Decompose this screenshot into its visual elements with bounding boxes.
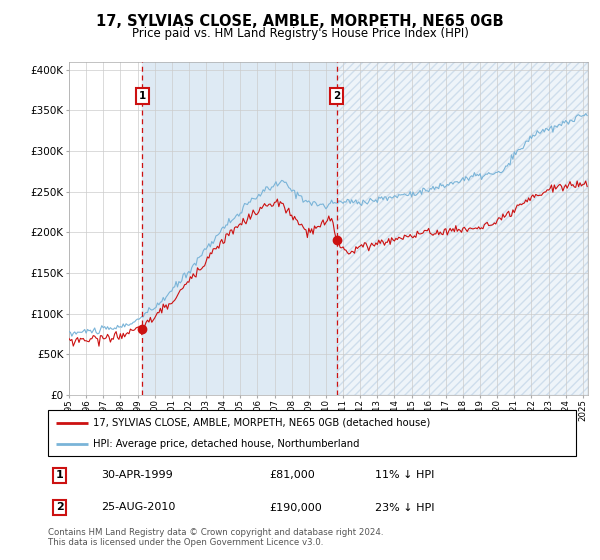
Text: 1: 1	[139, 91, 146, 101]
Text: £81,000: £81,000	[270, 470, 316, 480]
Bar	[337, 62, 588, 395]
Bar	[142, 62, 337, 395]
Text: 23% ↓ HPI: 23% ↓ HPI	[376, 502, 435, 512]
Text: 17, SYLVIAS CLOSE, AMBLE, MORPETH, NE65 0GB (detached house): 17, SYLVIAS CLOSE, AMBLE, MORPETH, NE65 …	[93, 418, 430, 428]
Text: 11% ↓ HPI: 11% ↓ HPI	[376, 470, 435, 480]
Text: Price paid vs. HM Land Registry's House Price Index (HPI): Price paid vs. HM Land Registry's House …	[131, 27, 469, 40]
Text: 1: 1	[56, 470, 64, 480]
Text: HPI: Average price, detached house, Northumberland: HPI: Average price, detached house, Nort…	[93, 439, 359, 449]
Text: Contains HM Land Registry data © Crown copyright and database right 2024.
This d: Contains HM Land Registry data © Crown c…	[48, 528, 383, 547]
Text: 2: 2	[333, 91, 340, 101]
Text: 17, SYLVIAS CLOSE, AMBLE, MORPETH, NE65 0GB: 17, SYLVIAS CLOSE, AMBLE, MORPETH, NE65 …	[96, 14, 504, 29]
Text: £190,000: £190,000	[270, 502, 323, 512]
FancyBboxPatch shape	[48, 410, 576, 456]
Text: 25-AUG-2010: 25-AUG-2010	[101, 502, 175, 512]
Text: 30-APR-1999: 30-APR-1999	[101, 470, 173, 480]
Text: 2: 2	[56, 502, 64, 512]
